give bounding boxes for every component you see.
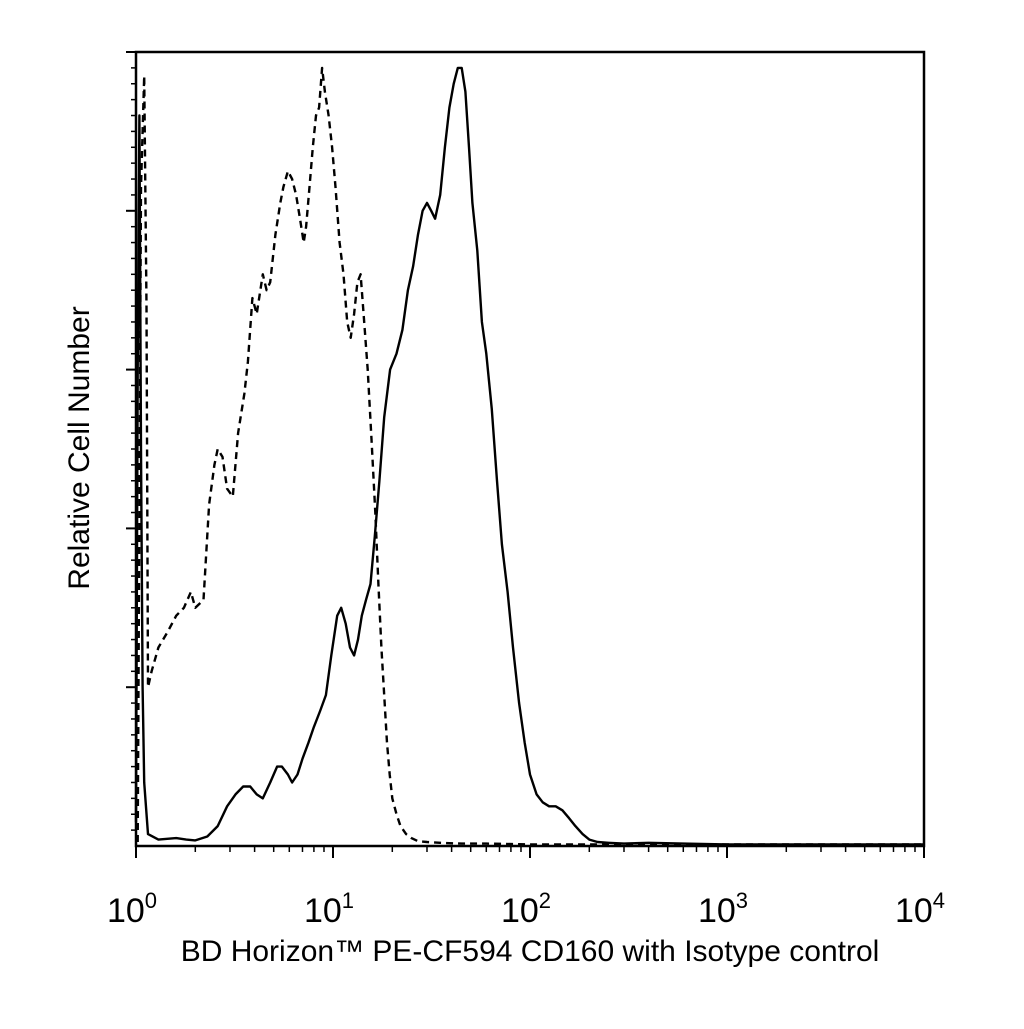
cd160-stain-curve bbox=[134, 66, 924, 846]
x-axis-ticks bbox=[135, 846, 925, 858]
x-tick-label: 103 bbox=[698, 888, 748, 930]
plot-frame bbox=[134, 50, 926, 848]
x-tick-label: 104 bbox=[895, 888, 945, 930]
isotype-control-curve bbox=[136, 66, 924, 846]
x-tick-label: 100 bbox=[107, 888, 157, 930]
x-axis-tick-labels: 100 101 102 103 104 bbox=[107, 888, 945, 930]
x-tick-label: 102 bbox=[501, 888, 551, 930]
y-axis-label: Relative Cell Number bbox=[63, 306, 96, 589]
x-tick-label: 101 bbox=[304, 888, 354, 930]
series-lines bbox=[134, 66, 924, 846]
x-axis-label: BD Horizon™ PE-CF594 CD160 with Isotype … bbox=[181, 935, 880, 968]
y-axis-major-ticks bbox=[126, 51, 136, 689]
